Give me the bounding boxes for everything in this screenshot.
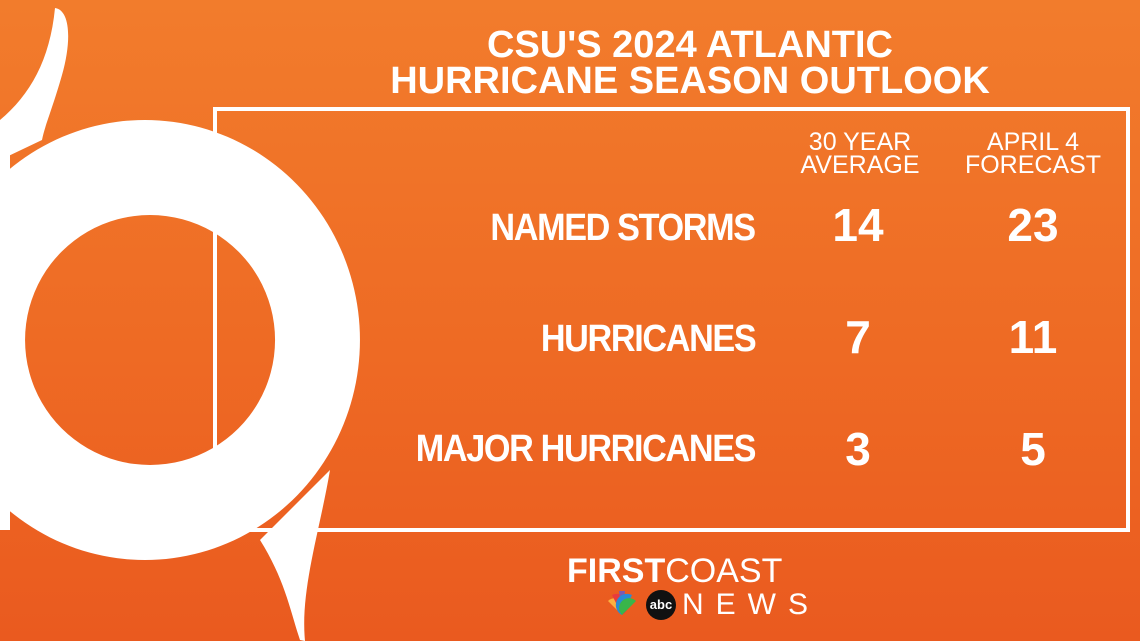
row-label: MAJOR HURRICANES xyxy=(415,428,757,470)
logo-news: NEWS xyxy=(682,588,820,621)
value: 7 xyxy=(845,311,871,363)
logo-wordmark: FIRSTCOAST xyxy=(567,553,782,589)
column-header: APRIL 4 xyxy=(986,128,1080,156)
value: 5 xyxy=(1020,423,1046,475)
row-label: HURRICANES xyxy=(540,318,756,360)
title-line: HURRICANE SEASON OUTLOOK xyxy=(390,60,990,102)
logo-first: FIRST xyxy=(567,552,666,590)
symbol-edge xyxy=(0,150,10,530)
column-header: 30 YEAR xyxy=(808,128,912,156)
value: 23 xyxy=(1007,199,1059,251)
row-label: NAMED STORMS xyxy=(490,207,757,249)
title-line: CSU'S 2024 ATLANTIC xyxy=(487,24,893,66)
peacock-icon xyxy=(604,591,640,617)
column-header: AVERAGE xyxy=(800,151,920,179)
column-header: FORECAST xyxy=(964,151,1102,179)
network-logo: abc xyxy=(646,590,676,620)
hurricane-symbol xyxy=(0,8,360,641)
peacock xyxy=(608,591,636,615)
value: 14 xyxy=(832,199,884,251)
value: 3 xyxy=(845,423,871,475)
table-frame xyxy=(213,107,1130,532)
value: 11 xyxy=(1008,311,1058,363)
logo-coast: COAST xyxy=(665,552,783,590)
